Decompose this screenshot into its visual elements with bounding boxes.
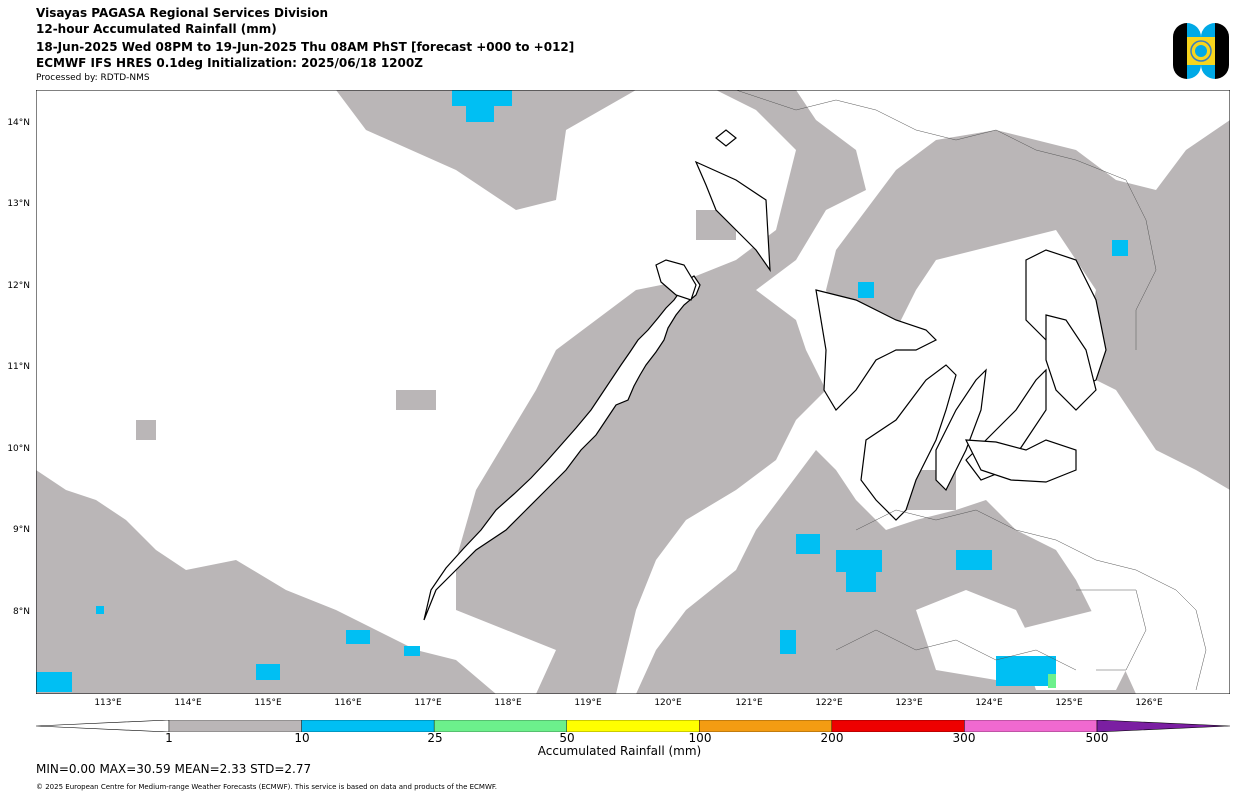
coastlines xyxy=(423,129,1107,621)
lon-label-118: 118°E xyxy=(494,698,522,708)
lon-label-113: 113°E xyxy=(94,698,122,708)
title: Visayas PAGASA Regional Services Divisio… xyxy=(36,6,329,20)
lat-label-9: 9°N xyxy=(13,525,30,535)
colorbar-tick-100: 100 xyxy=(688,731,712,745)
lon-label-119: 119°E xyxy=(574,698,602,708)
heavy-rain-patch xyxy=(1048,674,1056,688)
lat-label-10: 10°N xyxy=(7,444,30,454)
lon-label-115: 115°E xyxy=(254,698,282,708)
colorbar-tick-300: 300 xyxy=(952,731,976,745)
lon-label-124: 124°E xyxy=(975,698,1003,708)
statistics: MIN=0.00 MAX=30.59 MEAN=2.33 STD=2.77 xyxy=(36,762,312,776)
processed-by: Processed by: RDTD-NMS xyxy=(36,73,150,83)
colorbar-tick-25: 25 xyxy=(427,731,443,745)
model-info: ECMWF IFS HRES 0.1deg Initialization: 20… xyxy=(36,56,423,70)
moderate-rain-patches xyxy=(36,90,1128,692)
pagasa-logo-icon xyxy=(1173,23,1229,79)
colorbar-tick-1: 1 xyxy=(165,731,173,745)
lon-label-117: 117°E xyxy=(414,698,442,708)
colorbar-tick-50: 50 xyxy=(559,731,575,745)
lon-label-121: 121°E xyxy=(735,698,763,708)
lon-label-122: 122°E xyxy=(815,698,843,708)
lon-label-126: 126°E xyxy=(1135,698,1163,708)
lon-label-123: 123°E xyxy=(895,698,923,708)
lon-label-125: 125°E xyxy=(1055,698,1083,708)
lon-label-116: 116°E xyxy=(334,698,362,708)
colorbar-tick-500: 500 xyxy=(1085,731,1109,745)
lon-label-120: 120°E xyxy=(654,698,682,708)
lat-label-12: 12°N xyxy=(7,281,30,291)
colorbar-tick-200: 200 xyxy=(820,731,844,745)
colorbar-label: Accumulated Rainfall (mm) xyxy=(537,744,702,758)
colorbar xyxy=(36,720,1231,732)
lon-label-114: 114°E xyxy=(174,698,202,708)
colorbar-max-extend xyxy=(1096,720,1231,732)
colorbar-tick-10: 10 xyxy=(294,731,310,745)
lat-label-8: 8°N xyxy=(13,607,30,617)
copyright-notice: © 2025 European Centre for Medium-range … xyxy=(36,783,498,791)
outlines-thin xyxy=(735,90,1207,691)
subtitle: 12-hour Accumulated Rainfall (mm) xyxy=(36,22,277,36)
lat-label-11: 11°N xyxy=(7,362,30,372)
rainfall-map xyxy=(36,90,1230,694)
valid-period: 18-Jun-2025 Wed 08PM to 19-Jun-2025 Thu … xyxy=(36,40,575,54)
lat-label-13: 13°N xyxy=(7,199,30,209)
lat-label-14: 14°N xyxy=(7,118,30,128)
